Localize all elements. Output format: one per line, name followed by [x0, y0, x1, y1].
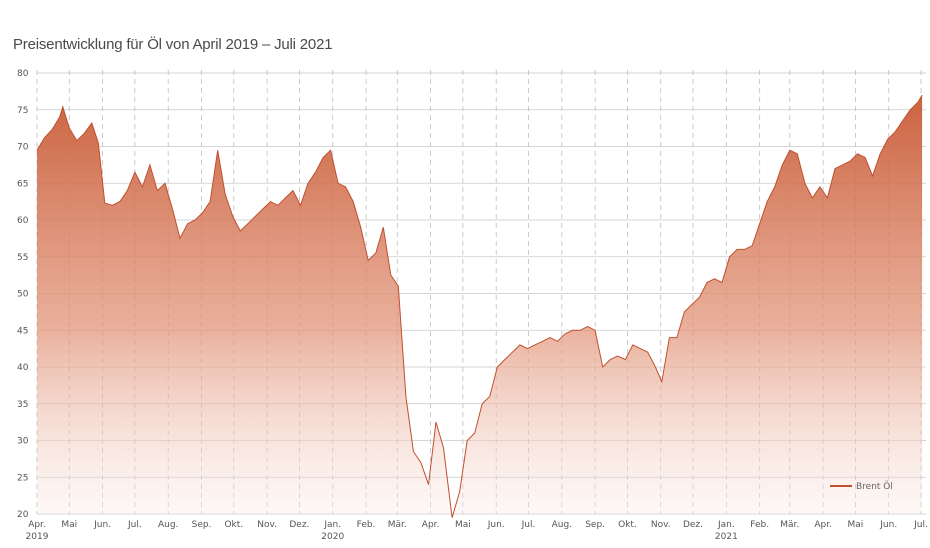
x-tick-label: Feb.	[750, 520, 769, 530]
x-tick-year: 2021	[715, 532, 738, 542]
x-tick-label: Apr.	[814, 520, 832, 530]
x-tick-year: 2019	[26, 532, 49, 542]
x-tick-label: Apr.	[28, 520, 46, 530]
x-axis-ticks: Apr. 2019 Mai Jun. Jul. Aug. Sep. Okt. Nov. Dez. J…	[26, 520, 928, 542]
x-tick-label: Okt.	[618, 520, 637, 530]
x-tick-label: Jun.	[93, 520, 111, 530]
x-tick-label: Dez.	[683, 520, 703, 530]
x-tick-label: Mai	[455, 520, 471, 530]
y-tick-label: 45	[17, 326, 28, 336]
y-axis-ticks: 20 25 30 35 40 45 50 55 60 65 70 75 80	[17, 69, 29, 520]
y-tick-label: 70	[17, 143, 29, 153]
y-tick-label: 20	[17, 510, 29, 520]
x-tick-label: Nov.	[257, 520, 277, 530]
y-tick-label: 80	[17, 69, 29, 79]
x-tick-label: Feb.	[357, 520, 376, 530]
x-tick-label: Okt.	[224, 520, 243, 530]
x-tick-label: Mai	[61, 520, 77, 530]
y-tick-label: 30	[17, 437, 29, 447]
x-tick-label: Jan.	[323, 520, 341, 530]
x-tick-year: 2020	[321, 532, 344, 542]
brent-oil-area	[37, 95, 923, 518]
brent-oil-line	[36, 94, 923, 518]
y-tick-label: 40	[17, 363, 29, 373]
x-tick-label: Mär.	[780, 520, 799, 530]
y-tick-label: 35	[17, 400, 28, 410]
chart-title: Preisentwicklung für Öl von April 2019 –…	[13, 36, 333, 53]
x-tick-label: Jul.	[913, 520, 928, 530]
legend: Brent Öl	[830, 481, 893, 492]
x-tick-label: Jan.	[717, 520, 735, 530]
x-tick-label: Jun.	[879, 520, 897, 530]
y-tick-label: 25	[17, 473, 28, 483]
x-tick-label: Jun.	[487, 520, 505, 530]
x-tick-label: Apr.	[422, 520, 440, 530]
y-tick-label: 50	[17, 290, 29, 300]
y-tick-label: 60	[17, 216, 29, 226]
x-tick-label: Aug.	[552, 520, 572, 530]
x-tick-label: Dez.	[289, 520, 309, 530]
x-tick-label: Aug.	[158, 520, 178, 530]
x-tick-label: Sep.	[585, 520, 605, 530]
x-tick-label: Jul.	[521, 520, 536, 530]
x-tick-label: Sep.	[192, 520, 212, 530]
legend-label: Brent Öl	[856, 481, 893, 492]
y-tick-label: 65	[17, 179, 28, 189]
x-tick-label: Nov.	[651, 520, 671, 530]
x-tick-label: Mär.	[388, 520, 407, 530]
x-tick-label: Jul.	[127, 520, 142, 530]
x-tick-label: Mai	[848, 520, 864, 530]
y-tick-label: 75	[17, 106, 28, 116]
y-tick-label: 55	[17, 253, 28, 263]
